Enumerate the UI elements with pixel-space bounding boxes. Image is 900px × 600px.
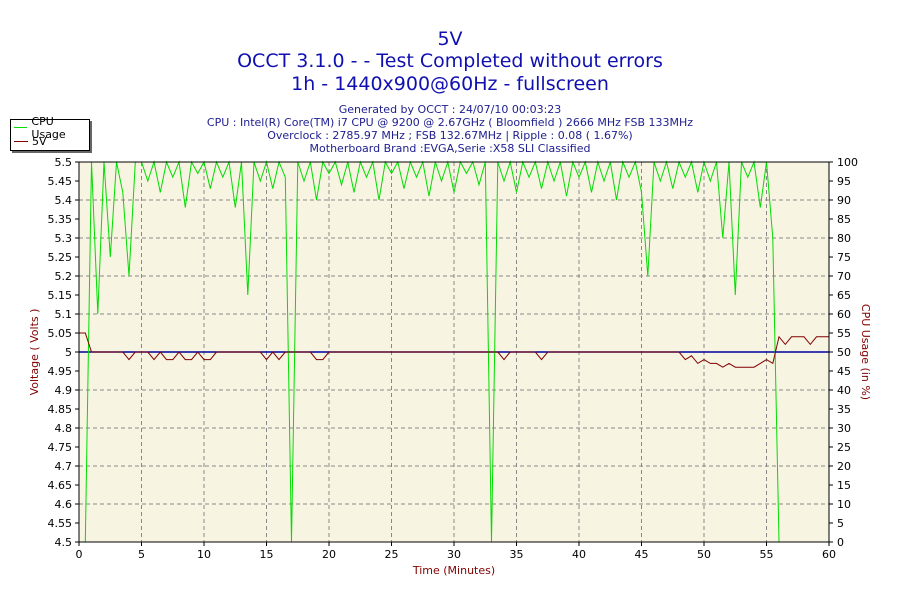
y-tick-label: 4.65: [48, 479, 73, 492]
y2-tick-label: 35: [837, 403, 851, 416]
x-tick-label: 15: [260, 548, 274, 561]
info-generated: Generated by OCCT : 24/07/10 00:03:23: [338, 103, 562, 116]
y2-tick-label: 30: [837, 422, 851, 435]
y-tick-label: 4.9: [55, 384, 73, 397]
y-tick-label: 4.8: [55, 422, 73, 435]
y2-tick-label: 25: [837, 441, 851, 454]
x-tick-label: 5: [138, 548, 145, 561]
x-tick-label: 20: [322, 548, 336, 561]
y-tick-label: 5.4: [55, 194, 73, 207]
y-tick-label: 5.2: [55, 270, 73, 283]
x-tick-label: 45: [635, 548, 649, 561]
y2-tick-label: 75: [837, 251, 851, 264]
x-tick-label: 50: [697, 548, 711, 561]
y-tick-label: 4.7: [55, 460, 73, 473]
y-tick-label: 5.3: [55, 232, 73, 245]
y2-tick-label: 45: [837, 365, 851, 378]
y-tick-label: 4.55: [48, 517, 73, 530]
y2-tick-label: 80: [837, 232, 851, 245]
info-overclock: Overclock : 2785.97 MHz ; FSB 132.67MHz …: [267, 129, 633, 142]
x-axis-label: Time (Minutes): [412, 564, 495, 577]
y-axis-label: Voltage ( Volts ): [28, 309, 41, 396]
y2-tick-label: 65: [837, 289, 851, 302]
y-tick-label: 5.15: [48, 289, 73, 302]
y2-tick-label: 40: [837, 384, 851, 397]
y-tick-label: 5.45: [48, 175, 73, 188]
x-tick-label: 35: [510, 548, 524, 561]
y2-tick-label: 90: [837, 194, 851, 207]
y2-tick-label: 85: [837, 213, 851, 226]
x-tick-label: 30: [447, 548, 461, 561]
y2-tick-label: 70: [837, 270, 851, 283]
y2-tick-label: 50: [837, 346, 851, 359]
info-motherboard: Motherboard Brand :EVGA,Serie :X58 SLI C…: [309, 142, 591, 155]
y-tick-label: 4.6: [55, 498, 73, 511]
y-tick-label: 4.5: [55, 536, 73, 549]
y-tick-label: 4.85: [48, 403, 73, 416]
y-tick-label: 5.25: [48, 251, 73, 264]
y-tick-label: 5.35: [48, 213, 73, 226]
x-tick-label: 40: [572, 548, 586, 561]
chart-title: 5V: [437, 28, 463, 50]
chart-subtitle-2: 1h - 1440x900@60Hz - fullscreen: [291, 73, 609, 95]
series-line-5v: [79, 332, 829, 368]
y2-tick-label: 60: [837, 308, 851, 321]
y-tick-label: 4.75: [48, 441, 73, 454]
chart-subtitle-1: OCCT 3.1.0 - - Test Completed without er…: [237, 50, 663, 72]
legend-label: 5V: [32, 135, 47, 148]
x-tick-label: 60: [822, 548, 836, 561]
y2-axis-label: CPU Usage (in %): [859, 304, 872, 400]
x-tick-label: 55: [760, 548, 774, 561]
y-tick-label: 4.95: [48, 365, 73, 378]
plot-border: [78, 161, 830, 543]
x-tick-label: 0: [76, 548, 83, 561]
y-tick-label: 5.05: [48, 327, 73, 340]
y2-tick-label: 20: [837, 460, 851, 473]
y2-tick-label: 100: [837, 156, 858, 169]
x-tick-label: 10: [197, 548, 211, 561]
y-tick-label: 5.5: [55, 156, 73, 169]
y2-tick-label: 55: [837, 327, 851, 340]
y-tick-label: 5.1: [55, 308, 73, 321]
y-tick-label: 5: [65, 346, 72, 359]
y2-tick-label: 10: [837, 498, 851, 511]
y2-tick-label: 0: [837, 536, 844, 549]
info-cpu: CPU : Intel(R) Core(TM) i7 CPU @ 9200 @ …: [206, 116, 694, 129]
y2-tick-label: 5: [837, 517, 844, 530]
legend-label: CPU Usage: [31, 114, 66, 141]
y2-tick-label: 95: [837, 175, 851, 188]
x-tick-label: 25: [385, 548, 399, 561]
legend-item-cpu: CPU Usage: [11, 115, 89, 141]
legend: CPU Usage 5V: [10, 115, 90, 151]
legend-item-5v: 5V: [11, 135, 89, 148]
y2-tick-label: 15: [837, 479, 851, 492]
